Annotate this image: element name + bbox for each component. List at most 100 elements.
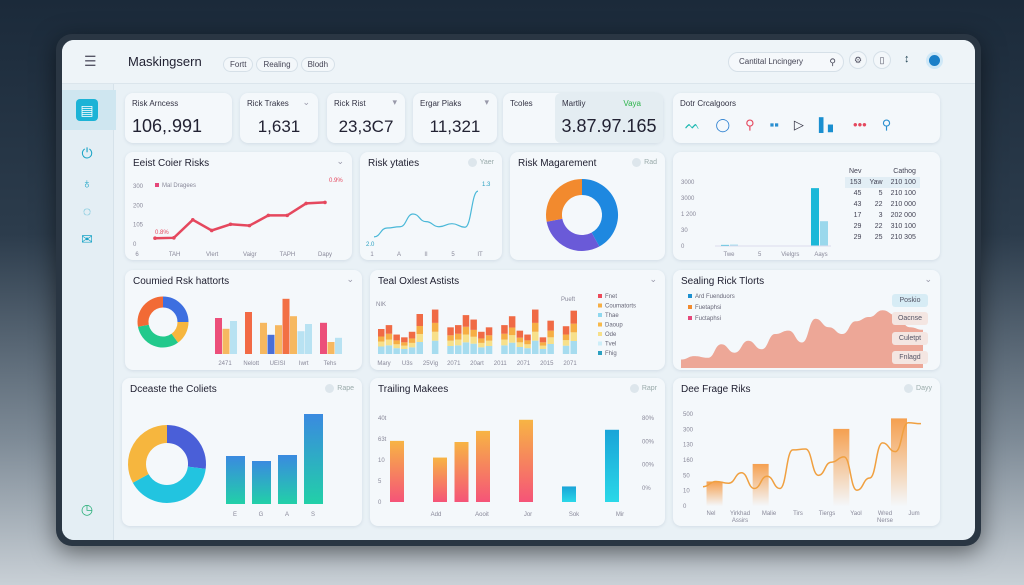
- x-tick-label: II: [424, 252, 428, 258]
- y-tick-label: 3000: [681, 196, 695, 202]
- stacked-bar-segment: [524, 348, 531, 354]
- table-cell: 17: [853, 212, 862, 219]
- series-line: [373, 190, 479, 238]
- toggle[interactable]: Yaer: [467, 158, 494, 167]
- stacked-bar-segment: [431, 322, 439, 332]
- bar: [454, 442, 469, 502]
- kpi-sub: Vaya: [623, 99, 641, 108]
- stacked-bar-segment: [385, 345, 393, 354]
- end-label: 0.9%: [329, 178, 343, 184]
- table-row[interactable]: 29 22 310 100: [845, 221, 920, 232]
- x-tick-label: Yirkhad: [730, 511, 750, 517]
- kpi-value: 1,631: [257, 117, 301, 136]
- toggle[interactable]: Dayy: [904, 384, 932, 393]
- sort-icon[interactable]: ↕: [904, 53, 910, 65]
- toggle-label: Rapr: [641, 385, 657, 392]
- bar: [290, 316, 297, 354]
- poskio-button[interactable]: Poskio: [892, 294, 928, 307]
- kpi-value: 106,.991: [132, 116, 203, 136]
- data-point: [266, 213, 271, 218]
- dots-red-icon[interactable]: •••: [853, 117, 867, 132]
- stacked-bar-segment: [455, 345, 462, 354]
- stacked-bar-segment: [508, 342, 516, 354]
- stacked-bar-segment: [462, 326, 470, 335]
- x-tick-label: Vaigr: [243, 252, 257, 258]
- search-input[interactable]: Cantital Lncingery ⚲: [728, 52, 844, 72]
- chat-icon[interactable]: ◌: [82, 203, 92, 219]
- x-tick-label: A: [285, 512, 289, 518]
- table-row[interactable]: 29 25 210 305: [845, 232, 920, 243]
- kpi-monthly: Martliy Vaya 3.87.97.165: [555, 93, 663, 143]
- culetpt-button[interactable]: Culetpt: [892, 332, 928, 345]
- series-label: Pueft: [561, 297, 575, 303]
- y-tick-label: 5: [378, 479, 382, 485]
- stacked-bar-segment: [462, 315, 470, 327]
- table-row[interactable]: 43 22 210 000: [845, 199, 920, 210]
- fnlagd-button[interactable]: Fnlagd: [892, 351, 928, 364]
- toggle[interactable]: Rapr: [629, 384, 657, 393]
- chevron-down-icon[interactable]: ⌄: [649, 274, 657, 284]
- stacked-bar-segment: [478, 338, 485, 343]
- chart-trailing: 0 5 10 63t 40t 0% 00% 00% 80% Add Aooit Jor Sok Mir: [378, 416, 655, 518]
- pie-slice: [546, 218, 600, 251]
- oacnse-button[interactable]: Oacnse: [892, 312, 928, 325]
- stacked-bar-segment: [416, 314, 423, 326]
- stacked-bar-segment: [455, 325, 462, 334]
- chevron-down-icon[interactable]: ▾: [484, 97, 489, 107]
- bar: [304, 414, 323, 504]
- mail-icon[interactable]: ✉: [81, 230, 93, 247]
- stacked-bar-segment: [547, 344, 554, 354]
- chart-teal: NIK Pueft Mary U3s 25Vig 2071 20art 2011 2071 201…: [376, 294, 636, 367]
- ring-icon[interactable]: ◯: [715, 117, 731, 132]
- search-icon[interactable]: ⚲: [829, 57, 836, 67]
- stacked-bar-segment: [570, 310, 577, 324]
- bar-icon[interactable]: ▌▖: [818, 117, 839, 132]
- x-tick-label: Aays: [814, 252, 827, 258]
- x-tick-label: Nerse: [877, 518, 894, 524]
- stacked-bar-segment: [532, 309, 539, 323]
- folder-icon[interactable]: ▷: [793, 117, 804, 132]
- menu-icon[interactable]: ☰: [84, 53, 97, 69]
- stacked-bar-segment: [547, 320, 554, 331]
- toggle[interactable]: Rad: [632, 158, 657, 167]
- kpi-value: 23,3C7: [338, 117, 394, 136]
- legend-swatch: [688, 294, 692, 298]
- search-tool-icon[interactable]: ⚲: [881, 117, 892, 132]
- settings-icon[interactable]: ⚙: [849, 51, 867, 69]
- pill-realing[interactable]: Realing: [256, 57, 298, 72]
- series-line: [154, 201, 326, 240]
- x-tick-label: S: [311, 512, 315, 518]
- pill-blodh[interactable]: Blodh: [300, 57, 336, 72]
- lightbulb-icon[interactable]: ♁: [81, 175, 93, 191]
- document-icon[interactable]: ▤: [76, 99, 98, 121]
- table-row[interactable]: 17 3 202 000: [845, 210, 920, 221]
- location-pin-icon[interactable]: ⚲: [745, 117, 755, 132]
- chevron-down-icon[interactable]: ⌄: [924, 274, 932, 284]
- stacked-bar-segment: [501, 325, 508, 334]
- pill-fortt[interactable]: Fortt: [223, 57, 254, 72]
- power-icon[interactable]: ⏻: [81, 144, 93, 161]
- chevron-down-icon[interactable]: ⌄: [346, 274, 354, 284]
- legend-label: Fnet: [605, 294, 617, 300]
- chevron-down-icon[interactable]: ⌄: [336, 156, 344, 166]
- toggle-label: Rape: [337, 385, 354, 392]
- bar: [833, 428, 850, 506]
- dots-icon[interactable]: ▪▪: [769, 117, 779, 132]
- dashboard-window: ☰ Maskingsern Fortt Realing Blodh Cantital…: [62, 40, 975, 540]
- y-tick-label: 80%: [642, 416, 655, 422]
- table-row[interactable]: 45 5 210 100: [845, 188, 920, 199]
- stacked-bar-segment: [455, 333, 462, 340]
- activity-icon[interactable]: ᨓ: [685, 117, 701, 132]
- table-row[interactable]: 153 Yaw 210 100: [845, 177, 920, 188]
- table-cell: 210 100: [890, 179, 916, 186]
- kpi-value: 3.87.97.165: [561, 116, 657, 136]
- x-tick-label: Tiergs: [819, 511, 835, 517]
- clock-icon[interactable]: ◷: [80, 500, 94, 517]
- chevron-down-icon[interactable]: ▾: [392, 97, 397, 107]
- legend-label: Tvel: [605, 342, 616, 348]
- chevron-down-icon[interactable]: ⌄: [302, 97, 310, 107]
- toggle[interactable]: Rape: [325, 384, 354, 393]
- user-icon[interactable]: [926, 52, 943, 69]
- clipboard-icon[interactable]: ▯: [873, 51, 891, 69]
- table-cell: 25: [874, 234, 883, 241]
